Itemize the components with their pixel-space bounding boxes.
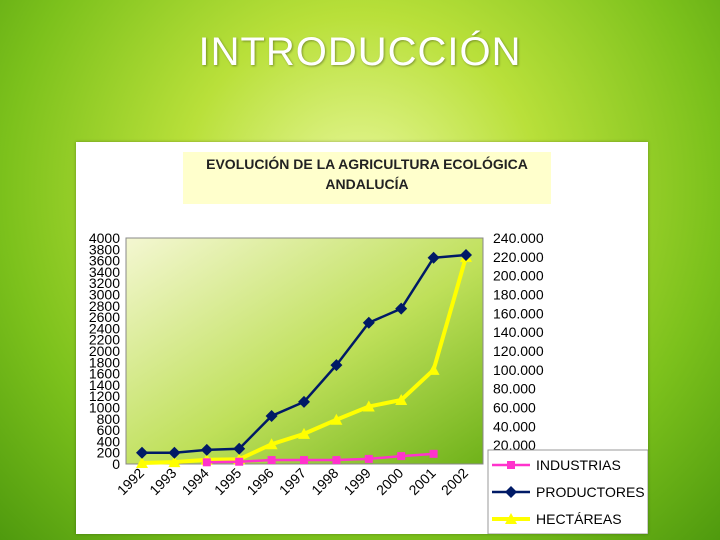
- legend-marker-productores: [505, 486, 517, 498]
- y-left-tick-label: 2200: [89, 332, 120, 348]
- x-tick-label: 1998: [308, 465, 341, 498]
- data-point-hectareas: [168, 456, 181, 468]
- chart-title-box: [183, 152, 551, 204]
- data-point-productores: [136, 446, 148, 459]
- y-left-tick-label: 3800: [89, 241, 120, 257]
- y-left-tick-label: 3200: [89, 275, 120, 291]
- data-point-productores: [395, 302, 408, 315]
- data-point-industrias: [364, 454, 373, 463]
- data-point-productores: [200, 443, 213, 456]
- y-left-tick-label: 1200: [89, 388, 120, 404]
- y-left-tick-label: 800: [97, 411, 121, 427]
- x-tick-label: 1997: [276, 465, 309, 498]
- chart-subtitle: ANDALUCÍA: [325, 176, 408, 192]
- y-left-tick-label: 2800: [89, 298, 120, 314]
- x-tick-label: 1999: [341, 465, 374, 498]
- data-point-industrias: [332, 456, 341, 465]
- legend-label-productores: PRODUCTORES: [536, 484, 645, 500]
- x-tick-label: 2000: [373, 465, 406, 498]
- data-point-hectareas: [298, 427, 310, 439]
- data-point-industrias: [397, 452, 406, 461]
- data-point-industrias: [235, 457, 244, 466]
- y-right-tick-label: 140.000: [493, 324, 544, 340]
- legend-marker-industrias: [507, 461, 515, 469]
- x-tick-label: 1994: [179, 465, 212, 498]
- data-point-industrias: [300, 456, 308, 465]
- y-right-tick-label: 20.000: [493, 437, 536, 453]
- y-left-tick-label: 2400: [89, 320, 120, 336]
- y-right-tick-label: 240.000: [493, 230, 544, 246]
- y-right-tick-label: 80.000: [493, 381, 536, 397]
- data-point-industrias: [202, 458, 211, 467]
- y-left-tick-label: 1000: [89, 400, 120, 416]
- chart-title: EVOLUCIÓN DE LA AGRICULTURA ECOLÓGICA: [206, 155, 528, 172]
- data-point-hectareas: [362, 400, 375, 412]
- chart-svg: EVOLUCIÓN DE LA AGRICULTURA ECOLÓGICA AN…: [89, 152, 648, 534]
- y-right-tick-label: 60.000: [493, 400, 536, 416]
- data-point-productores: [233, 442, 246, 455]
- data-point-hectareas: [330, 413, 343, 425]
- y-left-tick-label: 1800: [89, 354, 120, 370]
- data-point-hectareas: [265, 438, 278, 450]
- y-right-tick-label: 40.000: [493, 418, 536, 434]
- y-left-tick-label: 600: [97, 422, 121, 438]
- y-right-tick-label: 120.000: [493, 343, 544, 359]
- y-left-tick-label: 4000: [89, 230, 120, 246]
- legend-label-industrias: INDUSTRIAS: [536, 457, 621, 473]
- data-point-productores: [168, 446, 181, 459]
- data-point-productores: [427, 251, 440, 264]
- data-point-industrias: [267, 456, 276, 465]
- y-left-tick-label: 3400: [89, 264, 120, 280]
- data-point-hectareas: [427, 363, 440, 375]
- y-right-tick-label: 100.000: [493, 362, 544, 378]
- y-left-tick-label: 200: [97, 445, 121, 461]
- series-line-industrias: [206, 452, 434, 464]
- y-left-tick-label: 3600: [89, 253, 120, 269]
- y-left-tick-label: 400: [97, 433, 121, 449]
- data-point-hectareas: [136, 457, 148, 469]
- x-tick-label: 1995: [211, 465, 244, 498]
- x-tick-label: 2002: [438, 465, 471, 498]
- x-tick-label: 2001: [405, 465, 438, 498]
- chart-panel: EVOLUCIÓN DE LA AGRICULTURA ECOLÓGICA AN…: [76, 142, 648, 534]
- y-right-tick-label: 220.000: [493, 249, 544, 265]
- data-point-hectareas: [395, 393, 408, 405]
- legend-marker-hectareas: [505, 513, 517, 524]
- slide-title: INTRODUCCIÓN: [198, 30, 522, 74]
- y-left-tick-label: 1600: [89, 366, 120, 382]
- y-left-tick-label: 2000: [89, 343, 120, 359]
- y-right-tick-label: 200.000: [493, 268, 544, 284]
- data-point-productores: [330, 359, 343, 372]
- y-left-tick-label: 3000: [89, 287, 120, 303]
- y-right-tick-label: 160.000: [493, 305, 544, 321]
- y-left-tick-label: 2600: [89, 309, 120, 325]
- data-point-productores: [265, 409, 278, 422]
- data-point-productores: [298, 395, 310, 408]
- legend-label-hectareas: HECTÁREAS: [536, 511, 622, 527]
- data-point-industrias: [429, 449, 438, 458]
- x-tick-label: 1996: [243, 465, 276, 498]
- x-tick-label: 1993: [146, 465, 179, 498]
- y-left-tick-label: 1400: [89, 377, 120, 393]
- data-point-productores: [362, 316, 375, 329]
- y-left-tick-label: 0: [112, 456, 120, 472]
- data-point-productores: [460, 248, 472, 261]
- y-right-tick-label: 180.000: [493, 287, 544, 303]
